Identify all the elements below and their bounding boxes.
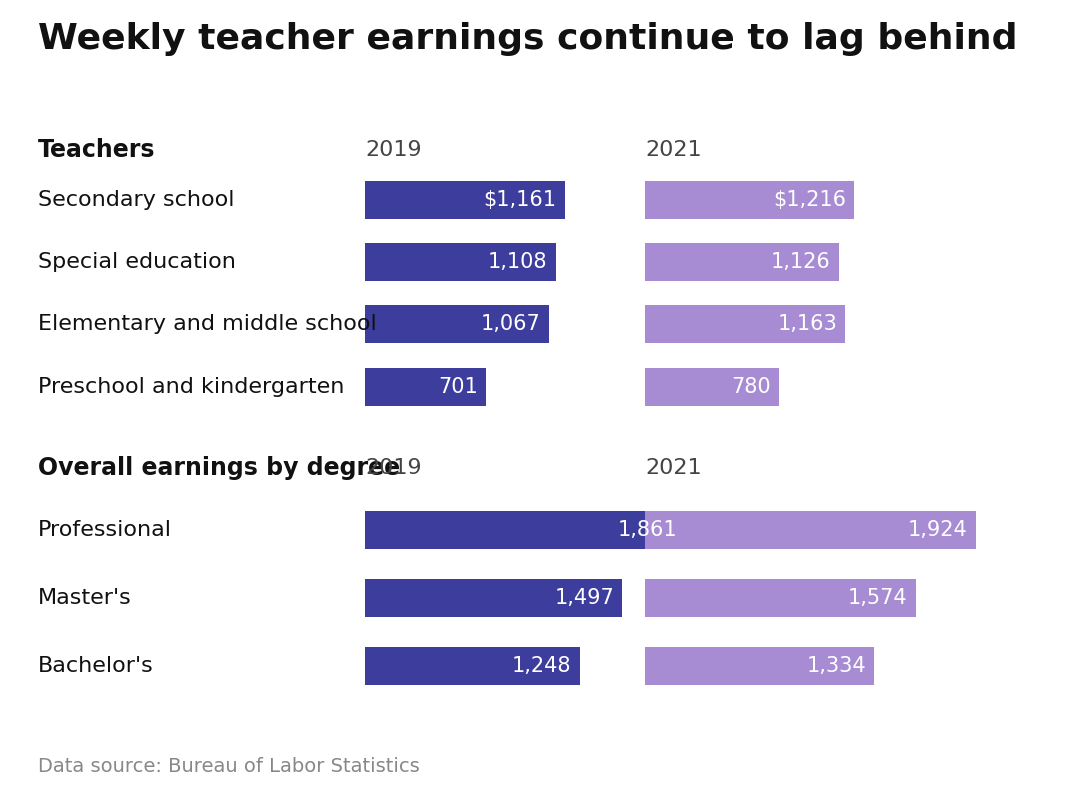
Text: 1,163: 1,163 <box>778 314 837 334</box>
Bar <box>365 181 565 219</box>
Bar <box>365 647 580 685</box>
Text: Secondary school: Secondary school <box>38 190 234 210</box>
Bar <box>365 305 549 343</box>
Text: 1,126: 1,126 <box>771 252 831 272</box>
Text: Master's: Master's <box>38 588 132 608</box>
Bar <box>645 243 839 281</box>
Text: 1,334: 1,334 <box>807 656 866 676</box>
Text: 2019: 2019 <box>365 140 421 160</box>
Bar <box>645 181 854 219</box>
Text: 1,861: 1,861 <box>618 520 677 540</box>
Text: Overall earnings by degree: Overall earnings by degree <box>38 456 400 480</box>
Text: 1,924: 1,924 <box>908 520 968 540</box>
Text: Bachelor's: Bachelor's <box>38 656 153 676</box>
Bar <box>365 579 622 617</box>
Text: 1,067: 1,067 <box>481 314 540 334</box>
Text: Teachers: Teachers <box>38 138 156 162</box>
Text: 1,497: 1,497 <box>555 588 615 608</box>
Text: Special education: Special education <box>38 252 235 272</box>
Bar <box>645 368 779 406</box>
Bar <box>645 511 976 549</box>
Bar <box>365 243 555 281</box>
Text: $1,216: $1,216 <box>773 190 846 210</box>
Text: 2021: 2021 <box>645 140 702 160</box>
Text: 780: 780 <box>731 377 771 397</box>
Text: Data source: Bureau of Labor Statistics: Data source: Bureau of Labor Statistics <box>38 757 420 775</box>
Bar <box>645 579 916 617</box>
Text: $1,161: $1,161 <box>484 190 556 210</box>
Text: Elementary and middle school: Elementary and middle school <box>38 314 377 334</box>
Text: 1,248: 1,248 <box>512 656 571 676</box>
Text: Weekly teacher earnings continue to lag behind: Weekly teacher earnings continue to lag … <box>38 22 1017 56</box>
Text: 1,108: 1,108 <box>488 252 548 272</box>
Text: 701: 701 <box>437 377 477 397</box>
Text: Preschool and kindergarten: Preschool and kindergarten <box>38 377 345 397</box>
Bar <box>645 647 875 685</box>
Text: 2021: 2021 <box>645 458 702 478</box>
Bar <box>365 368 486 406</box>
Bar <box>365 511 685 549</box>
Text: 2019: 2019 <box>365 458 421 478</box>
Bar <box>645 305 845 343</box>
Text: Professional: Professional <box>38 520 172 540</box>
Text: 1,574: 1,574 <box>848 588 907 608</box>
